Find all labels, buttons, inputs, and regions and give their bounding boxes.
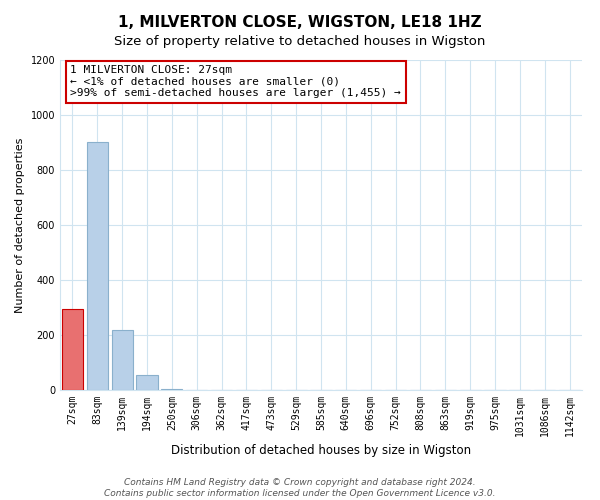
Text: Contains HM Land Registry data © Crown copyright and database right 2024.
Contai: Contains HM Land Registry data © Crown c… bbox=[104, 478, 496, 498]
X-axis label: Distribution of detached houses by size in Wigston: Distribution of detached houses by size … bbox=[171, 444, 471, 458]
Text: Size of property relative to detached houses in Wigston: Size of property relative to detached ho… bbox=[115, 35, 485, 48]
Bar bbox=[136, 375, 158, 390]
Bar bbox=[87, 142, 108, 390]
Y-axis label: Number of detached properties: Number of detached properties bbox=[15, 138, 25, 312]
Bar bbox=[62, 309, 83, 390]
Text: 1, MILVERTON CLOSE, WIGSTON, LE18 1HZ: 1, MILVERTON CLOSE, WIGSTON, LE18 1HZ bbox=[118, 15, 482, 30]
Bar bbox=[112, 330, 133, 390]
Bar bbox=[161, 388, 182, 390]
Text: 1 MILVERTON CLOSE: 27sqm
← <1% of detached houses are smaller (0)
>99% of semi-d: 1 MILVERTON CLOSE: 27sqm ← <1% of detach… bbox=[70, 65, 401, 98]
